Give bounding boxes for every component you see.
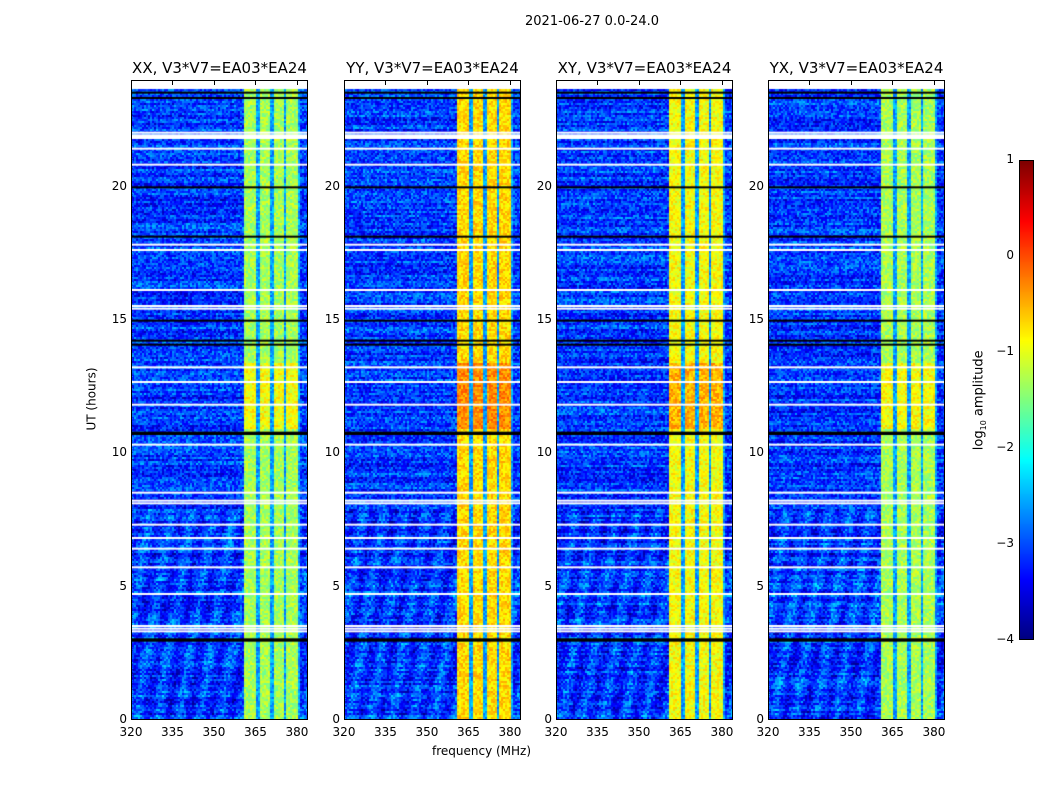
x-tick-label: 350	[202, 725, 226, 739]
x-tick	[768, 80, 769, 85]
y-tick-label: 15	[111, 312, 127, 326]
heatmap-cells	[132, 81, 307, 719]
figure-title: 2021-06-27 0.0-24.0	[525, 14, 659, 29]
y-tick-label: 0	[119, 712, 127, 726]
y-tick-label: 0	[332, 712, 340, 726]
x-tick	[850, 80, 852, 85]
x-tick	[721, 80, 723, 85]
y-axis-label: UT (hours)	[84, 367, 99, 431]
x-tick	[638, 80, 640, 85]
y-tick-label: 20	[111, 178, 127, 193]
y-tick-label: 5	[756, 578, 764, 593]
x-tick-label: 320	[544, 725, 568, 739]
x-tick	[680, 80, 682, 85]
x-tick-label: 365	[881, 725, 904, 739]
x-tick-label: 380	[285, 725, 309, 739]
y-tick-label: 20	[748, 178, 764, 193]
spectrogram-panel-2	[556, 80, 733, 720]
y-tick-label: 5	[332, 578, 340, 593]
x-tick	[468, 80, 470, 85]
x-tick	[556, 80, 557, 85]
x-tick-label: 320	[756, 725, 780, 739]
x-tick-label: 335	[586, 725, 609, 739]
y-tick-label: 0	[544, 712, 552, 726]
y-tick-label: 20	[536, 178, 552, 193]
x-tick-label: 380	[710, 725, 734, 739]
y-tick-label: 10	[536, 445, 552, 460]
x-tick	[597, 80, 599, 85]
x-tick	[809, 80, 811, 85]
x-tick	[296, 80, 298, 85]
colorbar-tick-label: −1	[996, 344, 1014, 358]
x-tick-label: 320	[332, 725, 356, 739]
x-tick-label: 320	[119, 725, 143, 739]
y-tick-label: 10	[324, 445, 340, 460]
y-tick-label: 15	[536, 312, 552, 326]
x-tick-label: 350	[839, 725, 863, 739]
colorbar-tick-label: −4	[996, 632, 1014, 646]
x-tick-label: 365	[457, 725, 480, 739]
panel-title: YY, V3*V7=EA03*EA24	[346, 59, 519, 77]
x-tick	[509, 80, 511, 85]
y-tick-label: 0	[756, 712, 764, 726]
spectrogram-panel-0	[131, 80, 308, 720]
panel-title: XY, V3*V7=EA03*EA24	[557, 59, 732, 77]
heatmap-cells	[557, 81, 732, 719]
x-tick	[426, 80, 428, 85]
x-tick-label: 335	[161, 725, 184, 739]
x-tick	[933, 80, 935, 85]
x-tick-label: 365	[244, 725, 267, 739]
colorbar-tick-label: 1	[1006, 152, 1014, 166]
colorbar	[1019, 160, 1034, 640]
x-tick	[255, 80, 257, 85]
y-tick-label: 20	[324, 178, 340, 193]
panel-title: XX, V3*V7=EA03*EA24	[132, 59, 307, 77]
colorbar-tick-label: −3	[996, 536, 1014, 550]
x-tick	[172, 80, 174, 85]
x-tick	[385, 80, 387, 85]
panel-title: YX, V3*V7=EA03*EA24	[769, 59, 944, 77]
x-tick-label: 350	[415, 725, 439, 739]
spectrogram-panel-3	[768, 80, 945, 720]
x-axis-label: frequency (MHz)	[432, 744, 532, 758]
y-tick-label: 10	[111, 445, 127, 460]
heatmap-cells	[769, 81, 944, 719]
x-tick-label: 365	[669, 725, 692, 739]
y-tick-label: 10	[748, 445, 764, 460]
x-tick-label: 380	[922, 725, 946, 739]
y-tick-label: 5	[119, 578, 127, 593]
spectrogram-panel-1	[344, 80, 521, 720]
x-tick-label: 350	[627, 725, 651, 739]
colorbar-tick-label: 0	[1006, 248, 1014, 262]
x-tick	[131, 80, 132, 85]
y-tick-label: 15	[324, 312, 340, 326]
y-tick-label: 15	[748, 312, 764, 326]
x-tick	[344, 80, 345, 85]
x-tick-label: 335	[798, 725, 821, 739]
heatmap-cells	[345, 81, 520, 719]
x-tick-label: 380	[498, 725, 522, 739]
colorbar-tick-label: −2	[996, 440, 1014, 454]
x-tick	[213, 80, 215, 85]
x-tick	[892, 80, 894, 85]
y-tick-label: 5	[544, 578, 552, 593]
x-tick-label: 335	[374, 725, 397, 739]
colorbar-label: log10 amplitude	[971, 350, 989, 451]
